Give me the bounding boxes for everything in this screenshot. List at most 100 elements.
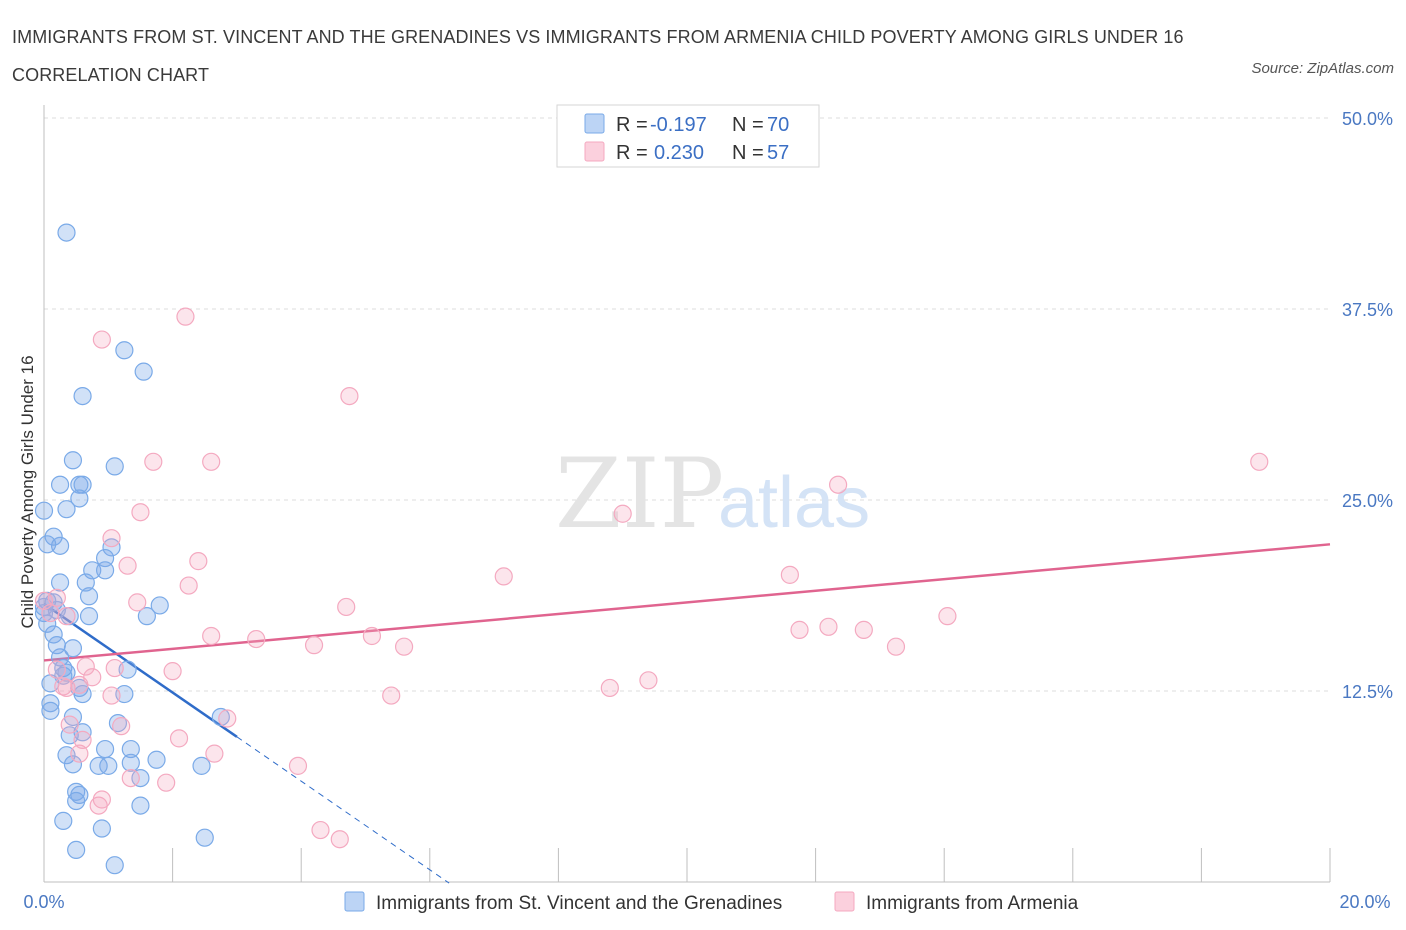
scatter-point-blue: [211, 707, 230, 727]
scatter-point-pink: [189, 552, 208, 571]
scatter-point-pink: [854, 620, 873, 639]
scatter-point-blue: [76, 573, 95, 592]
scatter-point-pink: [394, 637, 414, 656]
scatter-point-pink: [304, 636, 324, 655]
scatter-point-blue: [195, 828, 214, 847]
scatter-point-pink: [288, 756, 308, 775]
trend-lines: [43, 543, 1331, 884]
series-legend: Immigrants from St. Vincent and the Gren…: [344, 891, 1079, 914]
y-tick-labels: 12.5% 25.0% 37.5% 50.0%: [1342, 109, 1393, 702]
scatter-point-pink: [121, 768, 140, 788]
scatter-point-blue: [57, 223, 76, 242]
scatter-point-blue: [63, 755, 83, 774]
scatter-point-blue: [41, 694, 60, 713]
scatter-point-blue: [137, 607, 156, 626]
scatter-point-blue: [95, 561, 115, 580]
scatter-point-blue: [73, 475, 92, 494]
scatter-point-blue: [102, 538, 121, 557]
legend-swatch-blue: [584, 113, 605, 134]
scatter-point-blue: [92, 819, 111, 838]
y-tick-label: 37.5%: [1342, 300, 1393, 320]
scatter-point-pink: [639, 671, 658, 690]
scatter-point-pink: [819, 617, 838, 636]
scatter-point-blue: [50, 475, 70, 494]
x-tick-label-max: 20.0%: [1339, 892, 1390, 912]
scatter-point-blue: [105, 457, 124, 476]
y-axis-label: Child Poverty Among Girls Under 16: [18, 355, 37, 628]
scatter-point-pink: [76, 657, 95, 676]
scatter-point-blue: [192, 756, 211, 775]
scatter-point-blue: [121, 753, 140, 772]
scatter-point-pink: [362, 626, 382, 646]
scatter-point-pink: [57, 607, 76, 626]
scatter-point-blue: [44, 625, 63, 644]
y-tick-label: 12.5%: [1342, 682, 1393, 702]
scatter-point-pink: [47, 660, 66, 679]
scatter-point-pink: [60, 715, 79, 734]
scatter-point-pink: [218, 709, 237, 728]
scatter-point-pink: [205, 744, 224, 763]
scatter-point-blue: [67, 840, 86, 860]
scatter-point-pink: [169, 729, 189, 748]
scatter-point-pink: [330, 830, 349, 849]
scatter-point-pink: [112, 717, 131, 736]
scatter-point-blue: [47, 636, 66, 655]
scatter-point-blue: [41, 701, 60, 720]
scatter-point-blue: [54, 811, 73, 830]
scatter-point-blue: [67, 782, 86, 801]
scatter-point-pink: [47, 588, 66, 607]
scatter-point-pink: [102, 686, 121, 705]
scatter-point-pink: [105, 658, 124, 678]
series-legend-label-pink: Immigrants from Armenia: [866, 893, 1079, 914]
scatter-point-blue: [67, 791, 86, 811]
scatter-point-pink: [382, 686, 401, 705]
legend-r-label-blue: R =: [616, 114, 648, 136]
scatter-point-pink: [54, 677, 73, 696]
scatter-point-blue: [147, 750, 166, 769]
scatter-point-blue: [70, 489, 89, 508]
scatter-point-pink: [494, 567, 513, 586]
correlation-legend: R = -0.197 N = 70 R = 0.230 N = 57: [556, 104, 820, 168]
scatter-point-pink: [73, 730, 92, 749]
legend-n-label-blue: N =: [732, 114, 764, 136]
scatter-point-blue: [115, 341, 134, 360]
series-legend-swatch-pink: [834, 891, 855, 912]
scatter-point-pink: [202, 626, 221, 646]
scatter-point-blue: [105, 856, 124, 875]
scatter-point-pink: [1250, 452, 1269, 471]
scatter-point-pink: [790, 620, 809, 639]
scatter-point-pink: [311, 820, 330, 840]
scatter-point-pink: [89, 796, 108, 815]
scatter-point-blue: [108, 713, 128, 733]
grid-lines: [44, 117, 1330, 692]
scatter-point-blue: [73, 386, 92, 406]
scatter-point-pink: [829, 475, 848, 494]
scatter-point-pink: [247, 629, 266, 649]
y-tick-label: 25.0%: [1342, 491, 1393, 511]
scatter-point-pink: [613, 504, 632, 523]
chart-title: IMMIGRANTS FROM ST. VINCENT AND THE GREN…: [12, 27, 1184, 85]
scatter-point-blue: [150, 596, 169, 615]
legend-n-value-blue: 70: [767, 114, 789, 136]
legend-swatch-pink: [584, 141, 605, 162]
scatter-point-pink: [118, 556, 137, 575]
legend-r-value-pink: 0.230: [654, 142, 704, 164]
scatter-point-blue: [34, 501, 54, 520]
scatter-point-pink: [41, 603, 60, 623]
watermark-atlas: atlas: [718, 463, 870, 543]
scatter-point-pink: [886, 637, 906, 656]
scatter-point-pink: [92, 330, 111, 349]
legend-r-value-blue: -0.197: [650, 114, 707, 136]
scatter-point-blue: [79, 587, 99, 606]
trend-line-pink: [43, 543, 1331, 662]
trend-line-blue: [43, 602, 238, 738]
scatter-point-pink: [70, 744, 89, 763]
scatter-point-blue: [50, 573, 70, 592]
source-credit: Source: ZipAtlas.com: [1251, 60, 1394, 77]
watermark-zip: ZIP: [555, 438, 724, 550]
x-ticks: [172, 848, 1331, 882]
scatter-point-pink: [938, 607, 957, 626]
scatter-point-blue: [95, 739, 115, 759]
y-tick-label: 50.0%: [1342, 109, 1393, 129]
